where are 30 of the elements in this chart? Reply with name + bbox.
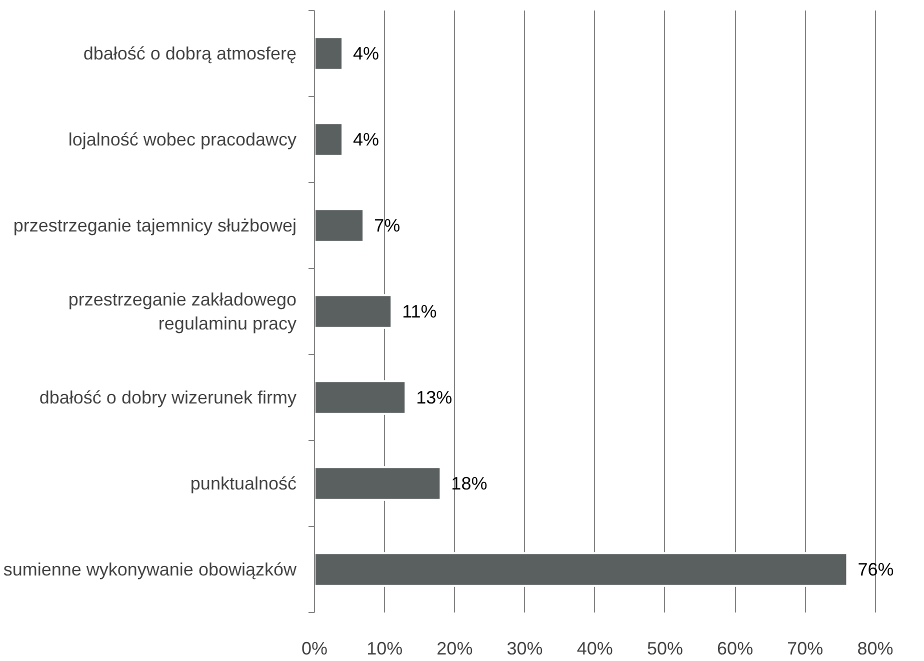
data-label: 18% — [451, 474, 488, 494]
y-tick-label: dbałość o dobry wizerunek firmy — [39, 388, 297, 408]
bar — [314, 380, 407, 415]
x-tick-label: 80% — [857, 638, 894, 658]
y-tick-label: dbałość o dobrą atmosferę — [83, 44, 297, 64]
x-tick-label: 20% — [436, 638, 473, 658]
y-tick-label: lojalność wobec pracodawcy — [68, 130, 297, 150]
data-label: 13% — [416, 388, 452, 408]
data-label: 4% — [353, 44, 380, 64]
y-tick-label: punktualność — [190, 474, 297, 494]
y-tick-label: przestrzeganie zakładowego regulaminu pracy — [68, 290, 297, 334]
bar — [314, 466, 442, 501]
x-tick-label: 30% — [506, 638, 543, 658]
data-label: 4% — [353, 130, 380, 150]
x-tick-label: 40% — [576, 638, 613, 658]
x-tick-label: 60% — [717, 638, 754, 658]
bar — [314, 552, 848, 587]
bar — [314, 122, 344, 157]
x-tick-label: 50% — [646, 638, 683, 658]
data-label: 11% — [402, 302, 437, 322]
bar — [314, 294, 393, 329]
x-tick-label: 0% — [301, 638, 328, 658]
data-label: 76% — [858, 560, 894, 580]
x-tick-label: 70% — [787, 638, 824, 658]
data-label: 7% — [374, 216, 400, 236]
bar — [314, 36, 344, 71]
y-tick-label: sumienne wykonywanie obowiązków — [3, 560, 298, 580]
y-tick-label: przestrzeganie tajemnicy służbowej — [13, 216, 297, 236]
bar — [314, 208, 365, 243]
x-tick-label: 10% — [366, 638, 403, 658]
